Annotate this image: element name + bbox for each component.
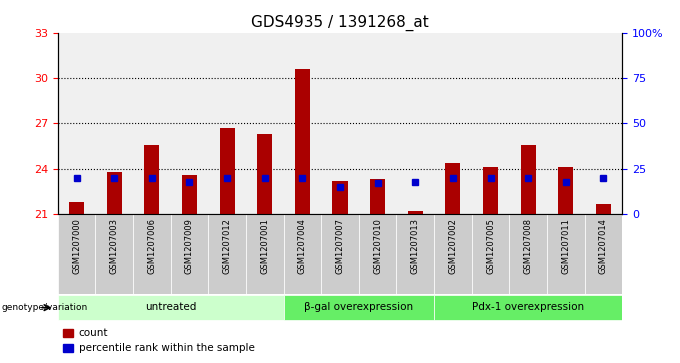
Bar bbox=[370, 179, 385, 214]
Text: GSM1207012: GSM1207012 bbox=[222, 218, 232, 274]
Text: GSM1207010: GSM1207010 bbox=[373, 218, 382, 274]
Bar bbox=[58, 295, 284, 320]
Bar bbox=[107, 172, 122, 214]
Bar bbox=[509, 214, 547, 294]
Text: GSM1207000: GSM1207000 bbox=[72, 218, 81, 274]
Bar bbox=[95, 214, 133, 294]
Text: genotype/variation: genotype/variation bbox=[1, 303, 87, 312]
Bar bbox=[434, 214, 472, 294]
Bar bbox=[472, 214, 509, 294]
Text: GSM1207004: GSM1207004 bbox=[298, 218, 307, 274]
Bar bbox=[359, 214, 396, 294]
Bar bbox=[284, 214, 321, 294]
Bar bbox=[483, 167, 498, 214]
Bar bbox=[284, 295, 434, 320]
Text: GSM1207009: GSM1207009 bbox=[185, 218, 194, 274]
Bar bbox=[246, 214, 284, 294]
Bar bbox=[133, 214, 171, 294]
Title: GDS4935 / 1391268_at: GDS4935 / 1391268_at bbox=[251, 15, 429, 31]
Text: GSM1207006: GSM1207006 bbox=[148, 218, 156, 274]
Bar bbox=[521, 144, 536, 214]
Text: GSM1207002: GSM1207002 bbox=[448, 218, 458, 274]
Bar bbox=[333, 181, 347, 214]
Text: GSM1207005: GSM1207005 bbox=[486, 218, 495, 274]
Bar bbox=[396, 214, 434, 294]
Text: GSM1207001: GSM1207001 bbox=[260, 218, 269, 274]
Bar bbox=[58, 214, 95, 294]
Text: GSM1207008: GSM1207008 bbox=[524, 218, 532, 274]
Bar bbox=[208, 214, 246, 294]
Legend: count, percentile rank within the sample: count, percentile rank within the sample bbox=[63, 328, 254, 354]
Bar bbox=[585, 214, 622, 294]
Bar bbox=[182, 175, 197, 214]
Text: Pdx-1 overexpression: Pdx-1 overexpression bbox=[472, 302, 584, 312]
Bar bbox=[69, 202, 84, 214]
Bar bbox=[321, 214, 359, 294]
Text: GSM1207014: GSM1207014 bbox=[599, 218, 608, 274]
Bar bbox=[171, 214, 208, 294]
Text: GSM1207013: GSM1207013 bbox=[411, 218, 420, 274]
Bar bbox=[445, 163, 460, 214]
Text: β-gal overexpression: β-gal overexpression bbox=[304, 302, 413, 312]
Bar bbox=[220, 128, 235, 214]
Bar bbox=[547, 214, 585, 294]
Bar bbox=[596, 204, 611, 214]
Text: untreated: untreated bbox=[145, 302, 197, 312]
Bar bbox=[144, 144, 159, 214]
Text: GSM1207011: GSM1207011 bbox=[561, 218, 571, 274]
Bar bbox=[257, 134, 272, 214]
Bar bbox=[558, 167, 573, 214]
Text: GSM1207003: GSM1207003 bbox=[109, 218, 119, 274]
Bar bbox=[408, 211, 423, 214]
Bar bbox=[434, 295, 622, 320]
Bar bbox=[295, 69, 310, 214]
Text: GSM1207007: GSM1207007 bbox=[335, 218, 345, 274]
